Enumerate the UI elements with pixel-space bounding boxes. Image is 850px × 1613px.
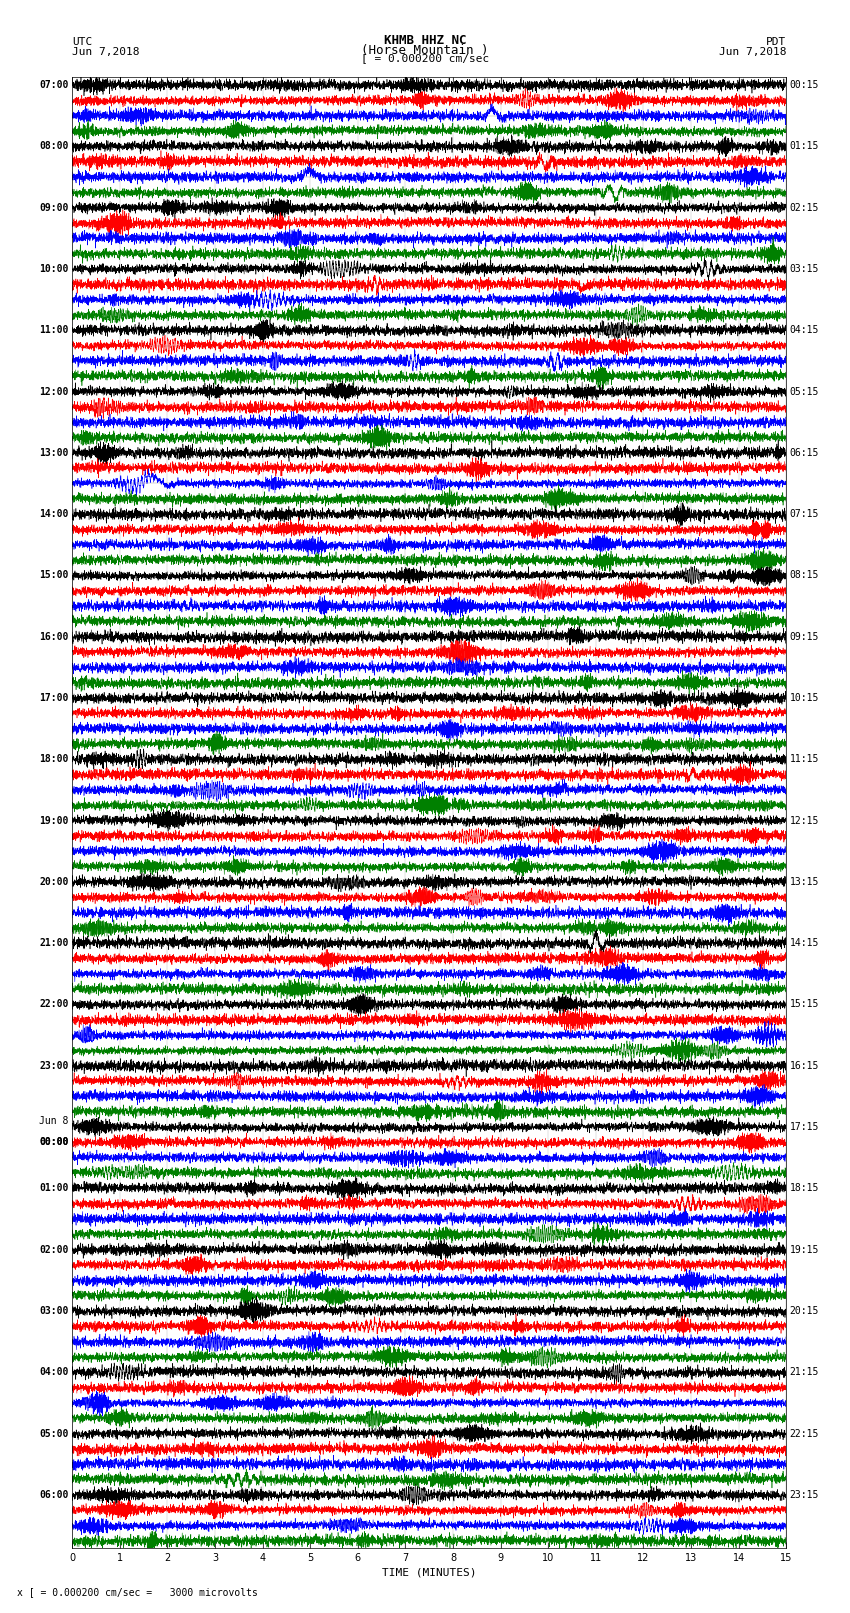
Text: 02:00: 02:00 (39, 1245, 69, 1255)
Text: 04:15: 04:15 (790, 326, 819, 336)
Text: 03:15: 03:15 (790, 265, 819, 274)
Text: 15:15: 15:15 (790, 1000, 819, 1010)
Text: 21:15: 21:15 (790, 1368, 819, 1378)
Text: 06:00: 06:00 (39, 1490, 69, 1500)
Text: Jun 8: Jun 8 (39, 1116, 69, 1126)
Text: (Horse Mountain ): (Horse Mountain ) (361, 44, 489, 56)
Text: 23:15: 23:15 (790, 1490, 819, 1500)
Text: 17:00: 17:00 (39, 694, 69, 703)
Text: [ = 0.000200 cm/sec: [ = 0.000200 cm/sec (361, 53, 489, 63)
Text: 08:15: 08:15 (790, 571, 819, 581)
Text: 13:15: 13:15 (790, 877, 819, 887)
Text: 09:00: 09:00 (39, 203, 69, 213)
Text: 15:00: 15:00 (39, 571, 69, 581)
Text: 14:00: 14:00 (39, 510, 69, 519)
Text: 22:15: 22:15 (790, 1429, 819, 1439)
Text: 19:00: 19:00 (39, 816, 69, 826)
Text: 07:00: 07:00 (39, 81, 69, 90)
Text: 06:15: 06:15 (790, 448, 819, 458)
Text: UTC: UTC (72, 37, 93, 47)
Text: 00:00: 00:00 (39, 1137, 69, 1147)
Text: 17:15: 17:15 (790, 1123, 819, 1132)
Text: 12:00: 12:00 (39, 387, 69, 397)
Text: 14:15: 14:15 (790, 939, 819, 948)
Text: 10:15: 10:15 (790, 694, 819, 703)
Text: 18:15: 18:15 (790, 1184, 819, 1194)
Text: 07:15: 07:15 (790, 510, 819, 519)
Text: 12:15: 12:15 (790, 816, 819, 826)
Text: x [ = 0.000200 cm/sec =   3000 microvolts: x [ = 0.000200 cm/sec = 3000 microvolts (17, 1587, 258, 1597)
Text: KHMB HHZ NC: KHMB HHZ NC (383, 34, 467, 47)
Text: 08:00: 08:00 (39, 142, 69, 152)
Text: 03:00: 03:00 (39, 1307, 69, 1316)
Text: PDT: PDT (766, 37, 786, 47)
Text: 11:15: 11:15 (790, 755, 819, 765)
X-axis label: TIME (MINUTES): TIME (MINUTES) (382, 1568, 477, 1578)
Text: Jun 7,2018: Jun 7,2018 (719, 47, 786, 56)
Text: 22:00: 22:00 (39, 1000, 69, 1010)
Text: 20:00: 20:00 (39, 877, 69, 887)
Text: 23:00: 23:00 (39, 1061, 69, 1071)
Text: 11:00: 11:00 (39, 326, 69, 336)
Text: 16:00: 16:00 (39, 632, 69, 642)
Text: 01:15: 01:15 (790, 142, 819, 152)
Text: 05:15: 05:15 (790, 387, 819, 397)
Text: 00:15: 00:15 (790, 81, 819, 90)
Text: 01:00: 01:00 (39, 1184, 69, 1194)
Text: 18:00: 18:00 (39, 755, 69, 765)
Text: 19:15: 19:15 (790, 1245, 819, 1255)
Text: 02:15: 02:15 (790, 203, 819, 213)
Text: 21:00: 21:00 (39, 939, 69, 948)
Text: 13:00: 13:00 (39, 448, 69, 458)
Text: 10:00: 10:00 (39, 265, 69, 274)
Text: 04:00: 04:00 (39, 1368, 69, 1378)
Text: 05:00: 05:00 (39, 1429, 69, 1439)
Text: 16:15: 16:15 (790, 1061, 819, 1071)
Text: Jun 7,2018: Jun 7,2018 (72, 47, 139, 56)
Text: 20:15: 20:15 (790, 1307, 819, 1316)
Text: 00:00: 00:00 (39, 1137, 69, 1147)
Text: 09:15: 09:15 (790, 632, 819, 642)
